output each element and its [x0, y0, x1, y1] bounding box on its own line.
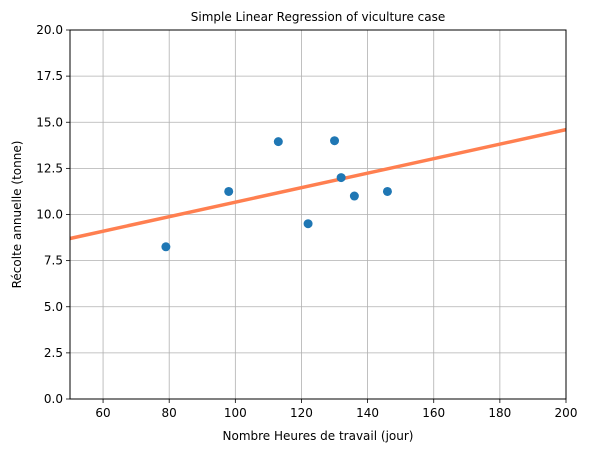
data-point [161, 242, 171, 252]
data-point [330, 136, 340, 146]
data-point [303, 219, 313, 229]
y-tick-label: 17.5 [36, 69, 63, 83]
x-tick-label: 60 [95, 406, 110, 420]
x-axis-label: Nombre Heures de travail (jour) [223, 429, 414, 443]
data-point [273, 137, 283, 147]
data-point [336, 173, 346, 183]
axis-ticks: 60 80 100 120 140 160 180 200 0.0 2.5 5.0 7.5 10.0 12… [36, 23, 577, 420]
x-tick-label: 120 [290, 406, 313, 420]
x-tick-label: 140 [356, 406, 379, 420]
y-tick-label: 20.0 [36, 23, 63, 37]
x-tick-label: 200 [555, 406, 578, 420]
scatter-series [161, 136, 392, 252]
x-tick-label: 180 [488, 406, 511, 420]
x-tick-label: 80 [162, 406, 177, 420]
y-axis-label: Récolte annuelle (tonne) [10, 141, 24, 289]
y-tick-label: 7.5 [44, 254, 63, 268]
chart-title: Simple Linear Regression of viculture ca… [191, 10, 445, 24]
y-tick-label: 5.0 [44, 300, 63, 314]
data-point [224, 186, 234, 196]
x-tick-label: 160 [422, 406, 445, 420]
y-tick-label: 12.5 [36, 161, 63, 175]
y-tick-label: 15.0 [36, 115, 63, 129]
y-tick-label: 10.0 [36, 208, 63, 222]
data-point [349, 191, 359, 201]
y-tick-label: 0.0 [44, 392, 63, 406]
regression-series [69, 127, 567, 241]
data-point [382, 186, 392, 196]
y-tick-label: 2.5 [44, 346, 63, 360]
x-tick-label: 100 [224, 406, 247, 420]
regression-line [69, 127, 567, 241]
